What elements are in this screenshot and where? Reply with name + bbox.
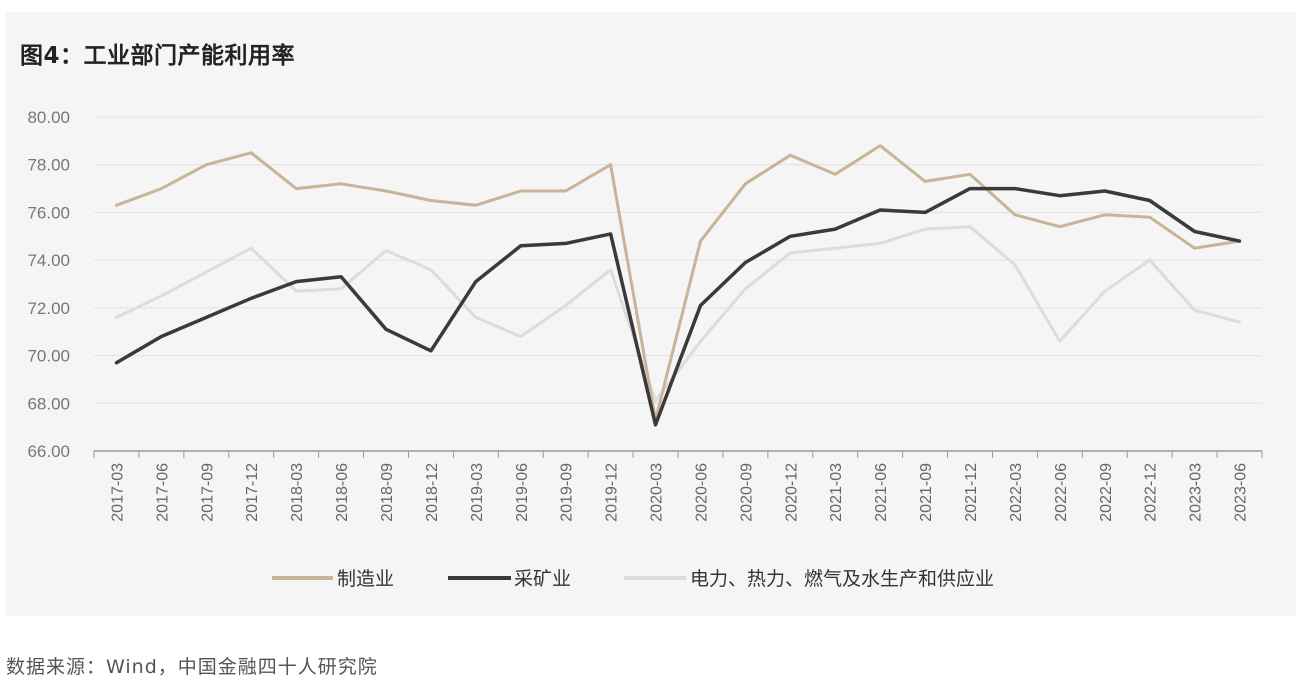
y-tick-label: 70.00 (27, 347, 70, 366)
grid-layer (94, 116, 1262, 404)
y-tick-label: 68.00 (27, 394, 70, 413)
y-tick-label: 66.00 (27, 442, 70, 461)
x-tick-label: 2019-09 (559, 463, 576, 522)
axis-layer: 66.00 68.00 70.00 72.00 74.00 76.00 78.00 80.00… (27, 108, 1263, 522)
x-tick-label: 2023-03 (1188, 463, 1205, 522)
x-tick-label: 2018-03 (289, 463, 306, 522)
x-tick-label: 2021-06 (873, 463, 890, 522)
y-tick-label: 76.00 (27, 203, 70, 222)
x-tick-label: 2019-03 (469, 463, 486, 522)
x-tick-label: 2020-03 (649, 463, 666, 522)
x-tick-label: 2022-03 (1008, 463, 1025, 522)
x-tick-label: 2019-06 (514, 463, 531, 522)
series-line-1 (114, 186, 1242, 427)
series-layer (114, 144, 1242, 427)
series-line-0 (115, 144, 1241, 422)
x-tick-label: 2017-03 (109, 463, 126, 522)
legend-label-0: 制造业 (337, 568, 394, 590)
x-tick-label: 2022-12 (1143, 463, 1160, 522)
x-tick-label: 2019-12 (604, 463, 621, 522)
y-tick-label: 74.00 (27, 251, 70, 270)
x-tick-label: 2020-12 (783, 463, 800, 522)
x-tick-label: 2023-06 (1233, 463, 1250, 522)
x-tick-label: 2021-09 (918, 463, 935, 522)
legend-label-2: 电力、热力、燃气及水生产和供应业 (690, 568, 994, 590)
x-tick-label: 2017-06 (154, 463, 171, 522)
x-tick-label: 2017-09 (199, 463, 216, 522)
x-tick-label: 2021-03 (828, 463, 845, 522)
legend: 制造业 采矿业 电力、热力、燃气及水生产和供应业 (272, 568, 994, 590)
legend-label-1: 采矿业 (514, 568, 571, 590)
x-tick-label: 2022-09 (1098, 463, 1115, 522)
y-tick-label: 78.00 (27, 156, 70, 175)
x-tick-label: 2018-12 (424, 463, 441, 522)
x-tick-label: 2022-06 (1053, 463, 1070, 522)
source-note: 数据来源：Wind，中国金融四十人研究院 (6, 656, 378, 678)
x-tick-label: 2020-09 (738, 463, 755, 522)
x-tick-label: 2018-09 (379, 463, 396, 522)
x-tick-label: 2017-12 (244, 463, 261, 522)
x-tick-label: 2021-12 (963, 463, 980, 522)
y-tick-label: 72.00 (27, 299, 70, 318)
chart-title: 图4：工业部门产能利用率 (20, 43, 296, 69)
series-line-2 (115, 225, 1241, 403)
x-tick-label: 2018-06 (334, 463, 351, 522)
chart-panel (6, 12, 1296, 616)
x-tick-label: 2020-06 (693, 463, 710, 522)
y-tick-label: 80.00 (27, 108, 70, 127)
